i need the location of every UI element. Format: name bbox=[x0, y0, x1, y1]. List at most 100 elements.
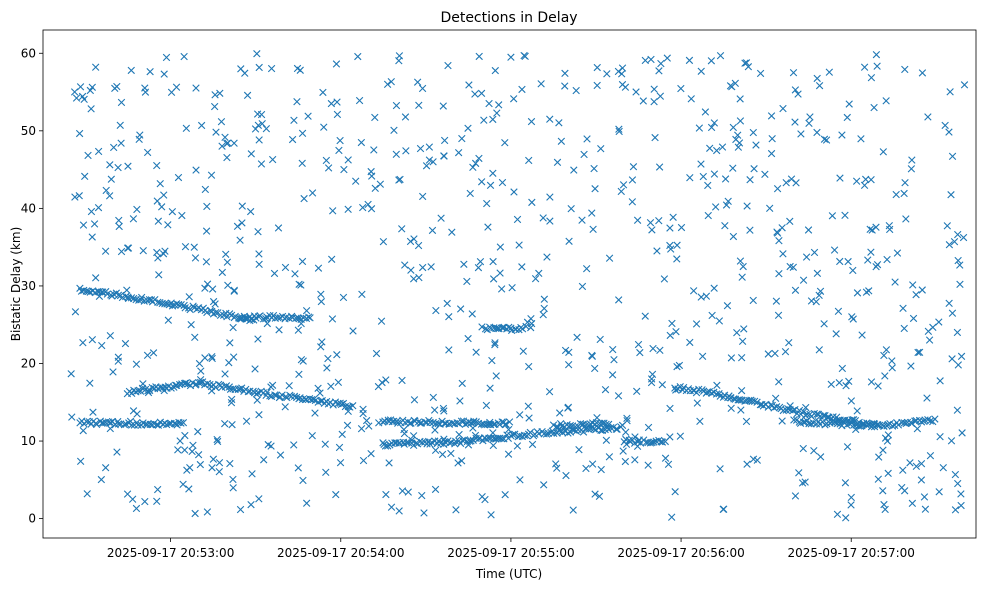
point-1043 bbox=[333, 351, 341, 359]
point-1017 bbox=[693, 399, 702, 407]
point-729 bbox=[847, 493, 855, 502]
point-1113 bbox=[246, 207, 255, 216]
point-848 bbox=[322, 468, 330, 476]
point-1421 bbox=[852, 425, 860, 434]
point-927 bbox=[843, 113, 851, 122]
point-1261 bbox=[196, 375, 205, 384]
point-1221 bbox=[456, 397, 464, 405]
point-171 bbox=[246, 387, 254, 395]
point-1206 bbox=[367, 205, 376, 213]
point-1140 bbox=[267, 383, 275, 391]
point-909 bbox=[951, 470, 960, 479]
point-1209 bbox=[711, 203, 720, 211]
point-689 bbox=[201, 354, 209, 362]
point-1154 bbox=[210, 102, 219, 111]
point-1406 bbox=[471, 431, 480, 440]
point-683 bbox=[868, 226, 876, 234]
point-982 bbox=[852, 177, 861, 185]
point-675 bbox=[357, 138, 366, 147]
point-821 bbox=[602, 436, 611, 444]
point-1069 bbox=[383, 80, 392, 89]
point-993 bbox=[519, 347, 528, 355]
point-351 bbox=[433, 439, 442, 448]
point-1395 bbox=[106, 424, 114, 433]
point-1052 bbox=[223, 153, 231, 162]
point-1010 bbox=[154, 217, 163, 225]
point-1423 bbox=[238, 202, 246, 210]
x-tick-label-2: 2025-09-17 20:55:00 bbox=[447, 546, 574, 560]
point-1293 bbox=[191, 333, 199, 341]
point-913 bbox=[672, 327, 680, 336]
point-1224 bbox=[209, 297, 218, 306]
point-1507 bbox=[858, 331, 866, 339]
x-axis-ticks: 2025-09-17 20:53:00 2025-09-17 20:54:00 20… bbox=[107, 538, 915, 560]
point-301 bbox=[453, 419, 461, 427]
point-1333 bbox=[736, 257, 745, 265]
point-882 bbox=[879, 487, 887, 495]
point-1196 bbox=[715, 317, 724, 325]
point-1082 bbox=[580, 150, 588, 159]
point-83 bbox=[242, 314, 250, 323]
point-1192 bbox=[344, 407, 352, 415]
point-1147 bbox=[575, 445, 583, 454]
point-1146 bbox=[455, 430, 463, 439]
point-730 bbox=[958, 429, 966, 437]
point-1259 bbox=[497, 285, 506, 293]
point-548 bbox=[813, 410, 821, 418]
point-723 bbox=[469, 424, 477, 432]
point-292 bbox=[434, 419, 442, 428]
point-1301 bbox=[124, 162, 132, 170]
point-915 bbox=[157, 203, 166, 211]
point-820 bbox=[275, 326, 283, 334]
point-735 bbox=[802, 403, 810, 412]
point-1129 bbox=[88, 233, 96, 241]
point-796 bbox=[253, 50, 261, 58]
point-1332 bbox=[810, 248, 819, 257]
point-1137 bbox=[778, 417, 786, 425]
point-767 bbox=[336, 136, 344, 145]
point-1091 bbox=[742, 59, 751, 67]
point-719 bbox=[872, 223, 880, 231]
point-1427 bbox=[488, 356, 496, 365]
point-246 bbox=[134, 421, 142, 429]
point-1324 bbox=[636, 348, 644, 357]
point-1469 bbox=[378, 378, 386, 387]
point-1297 bbox=[773, 184, 782, 193]
point-712 bbox=[947, 437, 956, 445]
point-849 bbox=[319, 88, 327, 97]
point-1493 bbox=[909, 281, 917, 289]
point-941 bbox=[357, 425, 366, 433]
point-1318 bbox=[666, 241, 674, 250]
point-696 bbox=[752, 141, 760, 149]
point-1305 bbox=[939, 464, 947, 472]
point-1174 bbox=[948, 309, 957, 317]
point-1197 bbox=[227, 399, 236, 407]
point-1404 bbox=[228, 420, 236, 429]
point-1307 bbox=[340, 165, 348, 174]
point-812 bbox=[75, 192, 83, 200]
point-1439 bbox=[699, 172, 707, 181]
point-1390 bbox=[362, 416, 371, 425]
point-1182 bbox=[124, 244, 133, 252]
point-1104 bbox=[798, 479, 807, 487]
point-602 bbox=[845, 420, 854, 428]
point-852 bbox=[83, 490, 91, 498]
point-1526 bbox=[448, 228, 456, 236]
point-783 bbox=[472, 348, 480, 356]
point-1235 bbox=[749, 128, 757, 137]
point-447 bbox=[571, 422, 580, 431]
point-814 bbox=[146, 67, 154, 76]
point-935 bbox=[427, 263, 435, 271]
point-186 bbox=[278, 391, 286, 399]
point-831 bbox=[853, 289, 862, 297]
point-961 bbox=[582, 464, 590, 473]
point-816 bbox=[255, 411, 263, 419]
point-991 bbox=[617, 70, 626, 78]
point-970 bbox=[255, 136, 263, 144]
point-1000 bbox=[429, 393, 437, 402]
point-498 bbox=[703, 388, 712, 396]
point-1512 bbox=[164, 221, 172, 229]
point-434 bbox=[613, 425, 621, 433]
point-1138 bbox=[489, 257, 497, 266]
point-797 bbox=[247, 500, 255, 509]
